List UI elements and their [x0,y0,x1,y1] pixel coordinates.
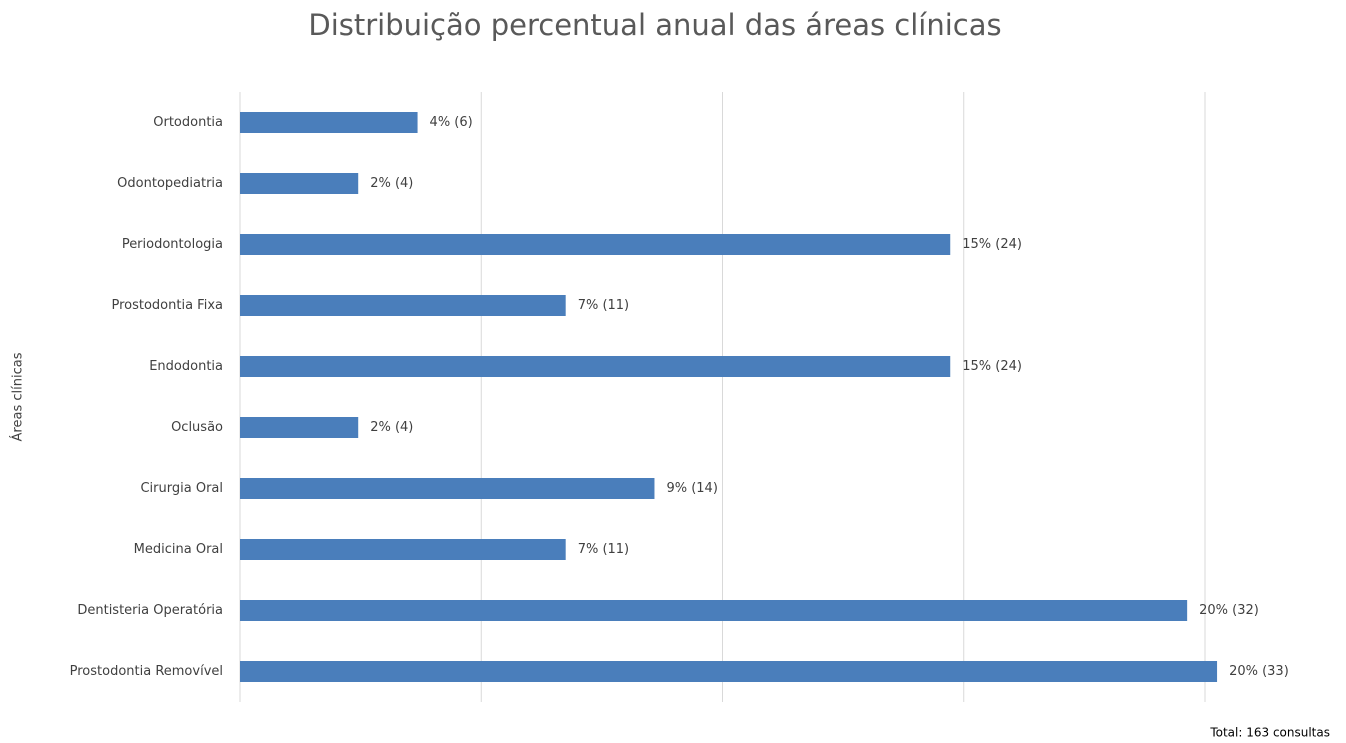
y-axis-title: Áreas clínicas [10,352,26,441]
bar [240,478,655,499]
y-tick-label: Cirurgia Oral [140,481,223,496]
y-tick-label: Periodontologia [122,237,223,252]
data-label: 15% (24) [962,359,1022,374]
data-label: 20% (33) [1229,664,1289,679]
bar [240,295,566,316]
y-tick-label: Endodontia [149,359,223,374]
bar [240,600,1188,621]
bar [240,234,951,255]
data-label: 2% (4) [370,176,413,191]
annotation: Total: 163 consultas [1209,726,1330,740]
data-label: 2% (4) [370,420,413,435]
bar [240,417,359,438]
y-tick-label: Oclusão [171,420,223,435]
bar [240,356,951,377]
data-label: 9% (14) [666,481,717,496]
y-tick-label: Ortodontia [153,115,223,130]
bar [240,539,566,560]
bar [240,173,359,194]
data-label: 15% (24) [962,237,1022,252]
bar [240,661,1218,682]
data-label: 7% (11) [578,542,629,557]
y-tick-label: Dentisteria Operatória [77,603,223,618]
data-label: 4% (6) [430,115,473,130]
data-label: 7% (11) [578,298,629,313]
y-tick-label: Medicina Oral [134,542,223,557]
y-tick-label: Prostodontia Removível [70,664,223,679]
chart-title: Distribuição percentual anual das áreas … [308,8,1001,42]
y-tick-label: Prostodontia Fixa [111,298,223,313]
y-tick-label: Odontopediatria [117,176,223,191]
bar [240,112,418,133]
data-label: 20% (32) [1199,603,1259,618]
